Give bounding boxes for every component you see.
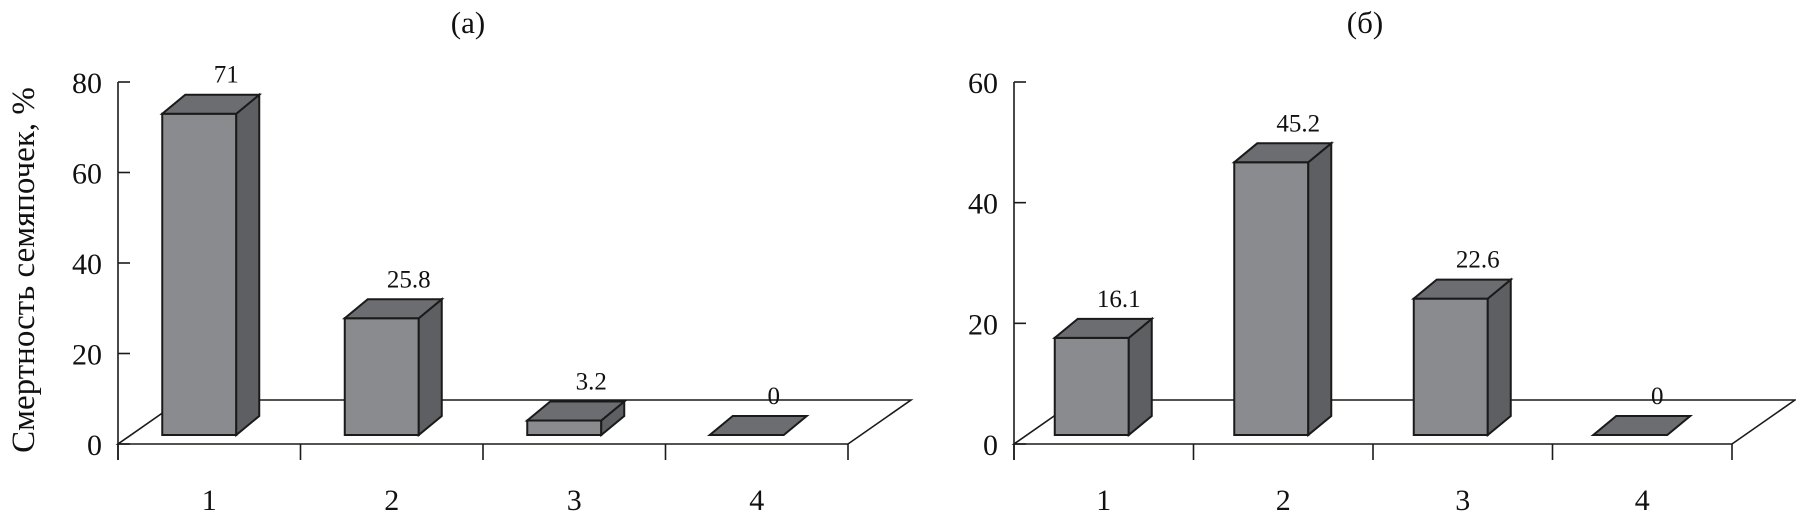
x-tick-label: 4 [1635, 484, 1650, 517]
bar-front [1233, 161, 1310, 436]
bar-value-label: 71 [214, 62, 239, 89]
y-tick-label: 0 [983, 429, 998, 462]
bar-top [1590, 415, 1694, 436]
bar-top [1410, 278, 1514, 300]
bar-value-label: 22.6 [1456, 247, 1500, 274]
chart-title: (б) [1347, 5, 1383, 40]
bar-value-label: 45.2 [1276, 110, 1320, 137]
x-tick-label: 2 [1276, 484, 1291, 517]
bar-front [161, 112, 238, 436]
x-tick-label: 1 [202, 484, 217, 517]
bar-side [235, 92, 261, 438]
y-tick-label: 20 [968, 308, 998, 341]
y-tick-label: 60 [968, 67, 998, 100]
bar-side [1486, 277, 1512, 438]
y-tick-label: 20 [72, 339, 102, 372]
y-axis-label: Смертность семяпочек, % [6, 87, 42, 453]
bar-side [1307, 141, 1333, 438]
x-tick-label: 4 [749, 484, 764, 517]
y-tick-label: 40 [72, 248, 102, 281]
x-tick-label: 1 [1096, 484, 1111, 517]
bar-top [341, 298, 445, 320]
bar-front [1053, 336, 1130, 437]
bar-value-label: 0 [1651, 383, 1664, 410]
chart-title: (a) [451, 5, 485, 40]
x-tick-label: 3 [567, 484, 582, 517]
bar-top [159, 93, 263, 115]
y-tick-label: 0 [87, 429, 102, 462]
bar-front [343, 317, 420, 437]
bar-value-label: 0 [768, 383, 781, 410]
y-tick-label: 80 [72, 67, 102, 100]
y-tick-label: 40 [968, 188, 998, 221]
bar-top [706, 415, 810, 436]
bar-top [1051, 317, 1155, 339]
bar-value-label: 25.8 [387, 266, 431, 293]
y-tick-label: 60 [72, 158, 102, 191]
bar-top [1231, 142, 1335, 164]
bar-top [524, 400, 628, 422]
bar-side [417, 297, 443, 438]
bar-value-label: 16.1 [1097, 286, 1141, 313]
bar-value-label: 3.2 [576, 369, 607, 396]
x-tick-label: 3 [1455, 484, 1470, 517]
bar-front [526, 419, 603, 436]
x-tick-label: 2 [384, 484, 399, 517]
bar-front [1412, 297, 1489, 436]
